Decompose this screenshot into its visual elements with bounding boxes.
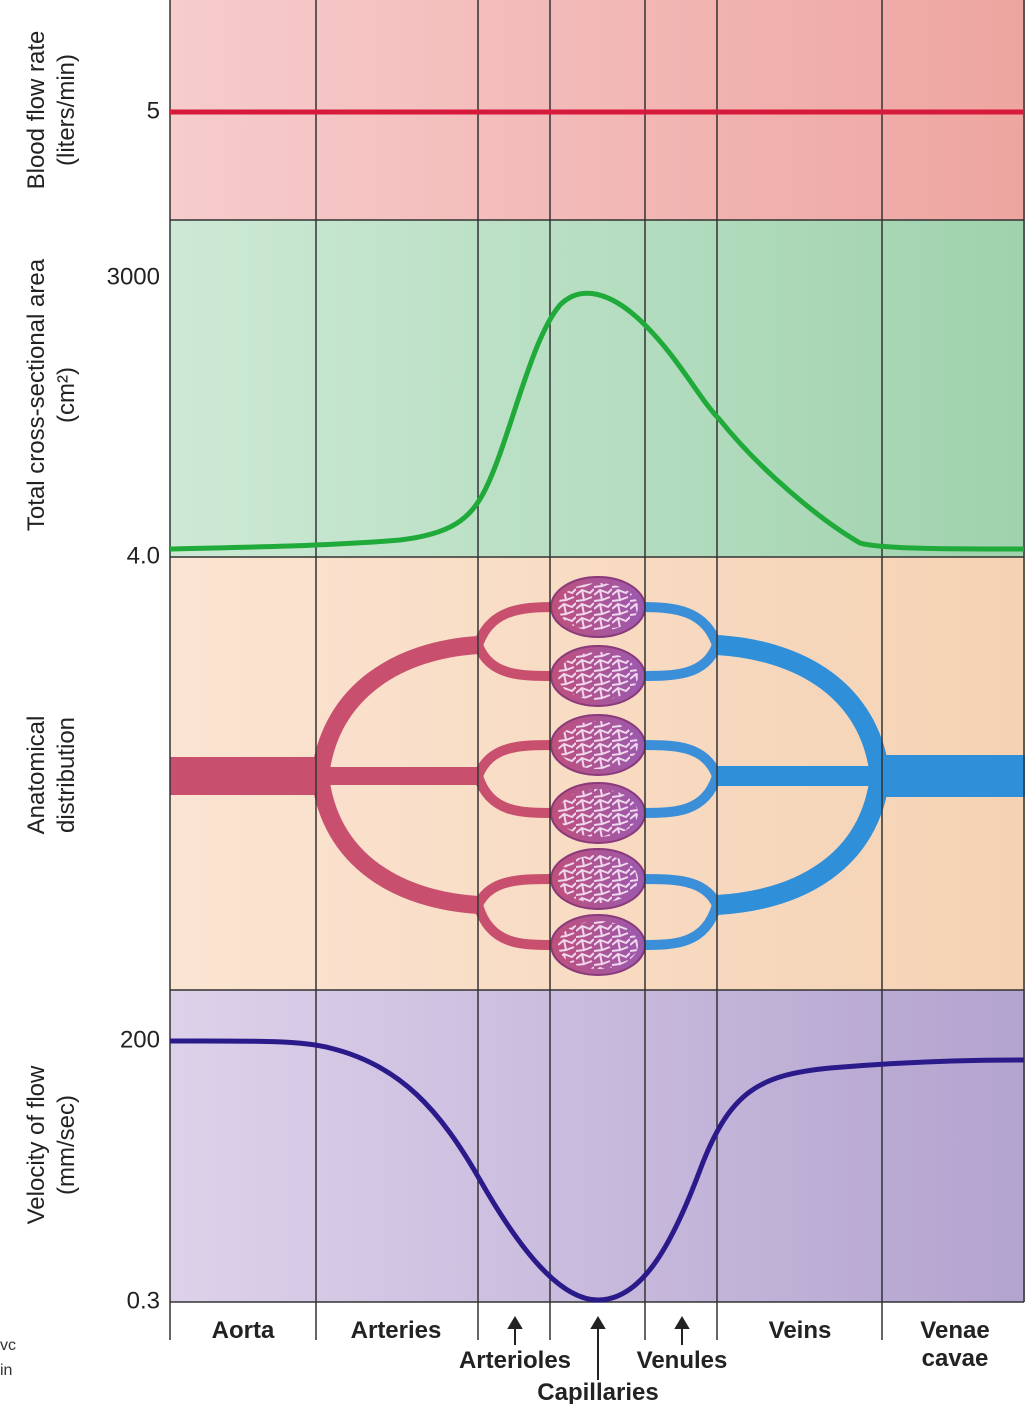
axis-label: (mm/sec) xyxy=(53,1095,80,1195)
cropped-text: in xyxy=(0,1362,12,1379)
segment-label: Arteries xyxy=(351,1317,442,1344)
tick-label: 4.0 xyxy=(127,542,160,569)
tick-label: 0.3 xyxy=(127,1287,160,1314)
axis-label: Total cross-sectional area xyxy=(23,258,50,531)
tick-labels: 5 3000 4.0 200 0.3 xyxy=(107,97,160,1314)
axis-label: (cm²) xyxy=(53,367,80,423)
segment-label: Venules xyxy=(637,1347,728,1374)
vena-cava-vessel xyxy=(878,755,1025,797)
cropped-text: vc xyxy=(0,1337,16,1354)
axis-label: Blood flow rate xyxy=(23,31,50,190)
figure: Blood flow rate (liters/min) Total cross… xyxy=(0,0,1027,1404)
tick-label: 3000 xyxy=(107,263,160,290)
tick-label: 200 xyxy=(120,1026,160,1053)
segment-label: Arterioles xyxy=(459,1347,571,1374)
segment-label: Veins xyxy=(769,1317,832,1344)
segment-label: Aorta xyxy=(212,1317,275,1344)
segment-labels: Aorta Arteries Arterioles Capillaries Ve… xyxy=(212,1317,990,1404)
axis-label: Anatomical xyxy=(23,716,50,835)
axis-label: distribution xyxy=(53,717,80,833)
axis-labels: Blood flow rate (liters/min) Total cross… xyxy=(23,31,80,1225)
axis-label: (liters/min) xyxy=(53,54,80,166)
panel-area xyxy=(170,220,1025,557)
aorta-vessel xyxy=(170,757,320,795)
tick-label: 5 xyxy=(147,97,160,124)
panel-velocity xyxy=(170,990,1025,1302)
axis-label: Velocity of flow xyxy=(23,1065,50,1224)
segment-label: Capillaries xyxy=(537,1379,658,1404)
